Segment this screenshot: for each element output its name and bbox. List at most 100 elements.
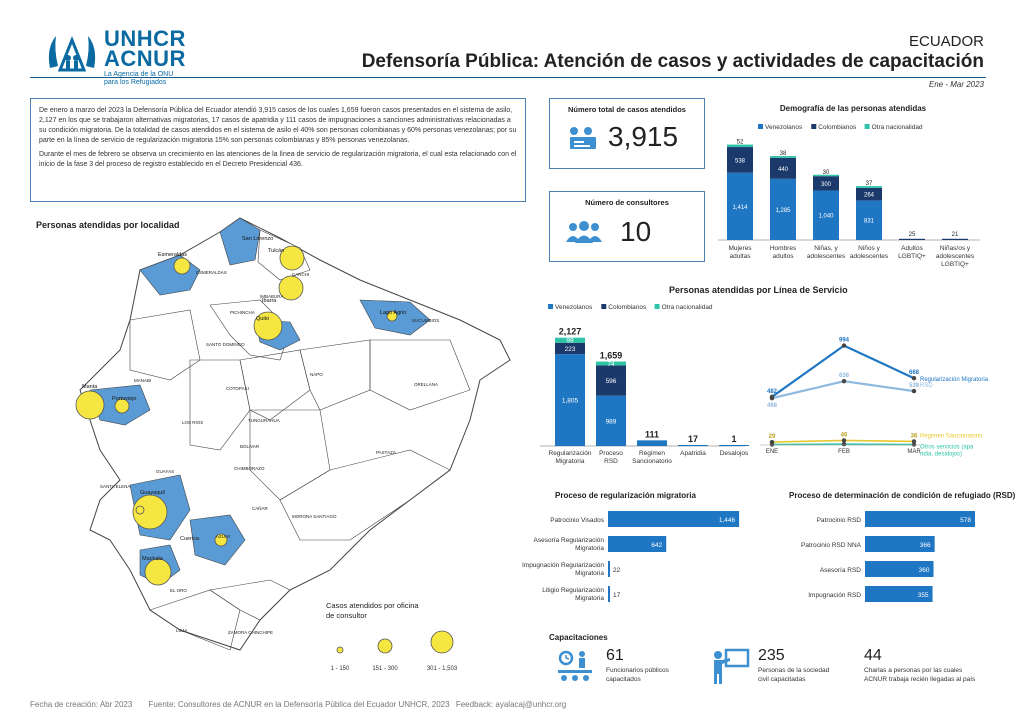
office-bubble (135, 505, 145, 515)
map-legend-bubble (336, 646, 344, 654)
office-bubble (386, 310, 398, 322)
province-label: ZAMORA CHINCHIPE (228, 630, 273, 635)
category-tick-label: LGBTIQ+ (898, 253, 926, 260)
bar-segment (770, 156, 796, 158)
rsd-chart: 578 Patrocinio RSD 366 Patrocinio RSD NNA 36… (801, 511, 976, 602)
office-bubble (114, 398, 130, 414)
hbar (865, 586, 933, 602)
legend-label: Colombianos (818, 124, 857, 131)
footer-source: Fuente: Consultores de ACNUR en la Defen… (148, 700, 450, 709)
logo-acnur: ACNUR (104, 46, 186, 71)
bar-data-label: 1,414 (732, 205, 748, 211)
footer: Fecha de creación: Abr 2023 Fuente: Cons… (30, 700, 580, 709)
ecuador-map: Esmeraldas San Lorenzo Tulcán Ibarra Quito La… (75, 217, 511, 672)
province-label: CHIMBORAZO (234, 466, 265, 471)
kpi-consultants: Número de consultores 10 (549, 191, 705, 262)
category-tick-label: RSD (604, 458, 618, 465)
map-legend-title-2: de consultor (326, 611, 367, 620)
legend-swatch (811, 124, 817, 129)
bar-segment (899, 238, 925, 240)
province-label: PASTAZA (376, 450, 396, 455)
trend-data-label: 539 (909, 383, 920, 389)
hbar-category-label: Asesoría RSD (820, 567, 861, 574)
office-bubble (173, 257, 191, 275)
hbar-category-label: Patrocinio RSD (817, 517, 862, 524)
office-bubble (144, 558, 172, 586)
trend-data-label: 668 (909, 370, 920, 376)
map-legend-bubble (430, 630, 454, 654)
category-tick-label: Regularización (549, 450, 592, 457)
demography-chart: Demografía de las personas atendidas Vene… (718, 104, 980, 268)
bar-data-label: 52 (737, 140, 744, 146)
intro-paragraph-1: De enero a marzo del 2023 la Defensoría … (39, 107, 517, 144)
province-label: EL ORO (170, 588, 187, 593)
map-legend-label: 151 - 300 (372, 666, 398, 672)
regularization-title: Proceso de regularización migratoria (555, 491, 696, 500)
cap-talks-label-2: ACNUR trabaja recién llegadas al país (864, 676, 976, 683)
hbar-category-label: Impugnación RSD (808, 592, 861, 599)
hbar-category-label: Patrocinio RSD NNA (801, 542, 862, 549)
province-label: IMBABURA (260, 294, 284, 299)
hbar-category-label: Patrocinio Visados (550, 517, 604, 524)
trend-point (841, 438, 847, 443)
trend-point (841, 343, 847, 348)
bar-data-label: 1,040 (818, 214, 834, 220)
province-label: GUAYAS (156, 469, 174, 474)
province-label: ORELLANA (414, 382, 438, 387)
office-bubble (253, 311, 283, 341)
province-label: PICHINCHA (230, 310, 255, 315)
legend-swatch (548, 304, 553, 309)
trend-series-label: Régimen Sancionatorio (920, 433, 983, 439)
office-bubble (75, 390, 105, 420)
trend-point (911, 439, 917, 444)
province-label: COTOPAXI (226, 386, 249, 391)
bar-data-label: 38 (780, 151, 787, 157)
hbar-value-label: 360 (919, 567, 930, 574)
city-label: Ibarra (262, 298, 277, 304)
bar-total-label: 17 (688, 434, 698, 444)
bar-data-label: 223 (565, 346, 576, 353)
province-label: MORONA SANTIAGO (292, 514, 337, 519)
footer-created: Fecha de creación: Abr 2023 (30, 700, 133, 709)
hbar-category-label: Migratoria (575, 545, 604, 552)
trend-data-label: 36 (911, 433, 918, 439)
city-label: Esmeraldas (158, 252, 187, 258)
office-bubble (214, 533, 228, 547)
cap-civil-label-2: civil capacitadas (758, 676, 806, 683)
hbar (608, 511, 740, 527)
hbar-value-label: 642 (651, 542, 662, 549)
trend-point (769, 442, 775, 447)
category-tick-label: LGBTIQ+ (941, 261, 969, 268)
trend-series-label: RSD (920, 383, 933, 389)
bar-data-label: 30 (823, 170, 830, 176)
hbar-value-label: 22 (613, 567, 621, 574)
bar-data-label: 74 (607, 361, 615, 368)
group-icon (566, 220, 602, 249)
bar-data-label: 21 (952, 232, 959, 238)
trend-point (841, 379, 847, 384)
legend-label: Colombianos (608, 304, 647, 311)
province-label: SANTO DOMINGO (206, 342, 245, 347)
service-line-title: Personas atendidas por Línea de Servicio (669, 285, 848, 295)
category-tick-label: Adultos (901, 245, 923, 252)
office-bubble (279, 245, 305, 271)
bar-data-label: 989 (606, 418, 617, 425)
bar-segment (637, 440, 667, 446)
hbar-value-label: 578 (960, 517, 971, 524)
legend-label: Otra nacionalidad (872, 124, 923, 131)
bar-data-label: 831 (864, 219, 875, 225)
province-label: CAÑAR (252, 505, 269, 511)
category-tick-label: adultos (773, 253, 795, 260)
trend-series-label: ridia, desalojos) (920, 452, 962, 458)
category-tick-label: Migratoria (556, 458, 585, 465)
trend-series-label: Regularización Migratoria (920, 377, 989, 383)
category-tick-label: Apatridia (680, 450, 706, 457)
hbar-value-label: 355 (918, 592, 929, 599)
legend-swatch (758, 124, 763, 129)
rsd-title: Proceso de determinación de condición de… (789, 491, 1016, 500)
hbar (865, 511, 976, 527)
category-tick-label: Mujeres (728, 245, 752, 252)
bar-segment (555, 337, 585, 343)
hbar (865, 561, 934, 577)
legend-label: Otra nacionalidad (662, 304, 713, 311)
